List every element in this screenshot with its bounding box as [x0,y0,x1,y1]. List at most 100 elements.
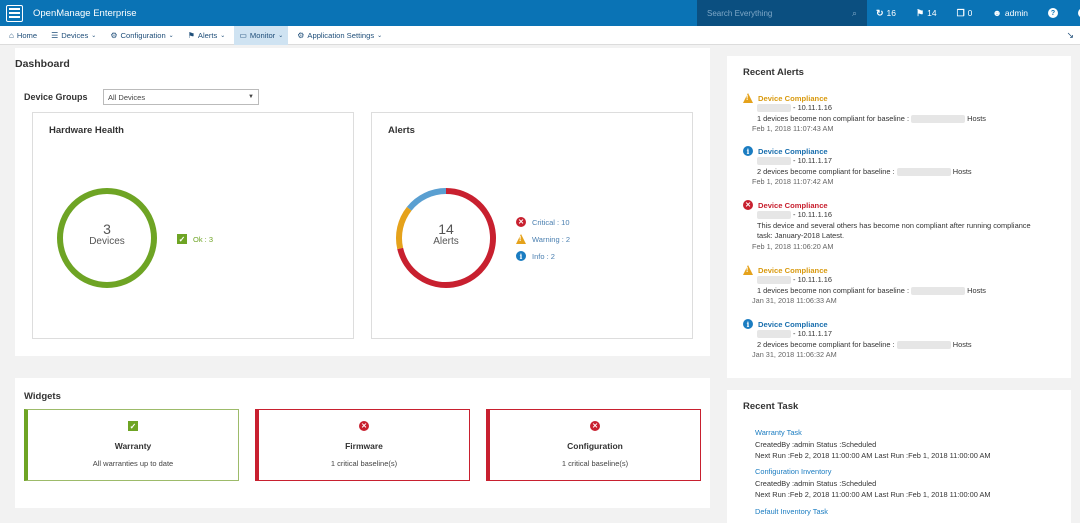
donut-segment-info[interactable] [406,188,447,211]
chevron-down-icon: ⌄ [377,32,383,39]
redacted-baseline [896,167,951,176]
donut-segment-warning[interactable] [396,206,412,250]
nav-monitor[interactable]: ▭ Monitor ⌄ [234,25,289,45]
alert-time: Feb 1, 2018 11:06:20 AM [752,241,834,251]
nav-devices-label: Devices [61,30,89,40]
alerts-title: Alerts [388,125,415,136]
nav-home[interactable]: ⌂ Home [4,26,42,45]
task-item[interactable]: Default Inventory Task [755,506,1055,518]
alert-category[interactable]: Device Compliance [758,93,828,103]
check-icon: ✓ [128,421,138,431]
pin-icon[interactable]: ↘ [1066,30,1074,40]
legend-info-label: Info : 2 [532,251,555,261]
donut-segment-ok[interactable] [57,188,157,288]
alert-message: 2 devices become compliant for baseline … [757,166,897,176]
info-icon: i [516,251,526,261]
gear-icon: ⚙ [297,30,305,40]
alert-item[interactable]: Device Compliance - 10.11.1.16 1 devices… [743,93,1063,135]
redacted-device-name [757,157,791,166]
alert-category[interactable]: Device Compliance [758,200,828,210]
legend-info[interactable]: i Info : 2 [516,251,555,261]
task-name[interactable]: Configuration Inventory [755,467,832,476]
task-name[interactable]: Default Inventory Task [755,507,828,516]
page-title: Dashboard [15,58,70,70]
alert-item[interactable]: i Device Compliance - 10.11.1.17 2 device… [743,146,1063,188]
nav-alerts[interactable]: ⚑ Alerts ⌄ [183,26,231,45]
alert-message-suffix: Hosts [965,113,987,123]
task-item[interactable]: Configuration Inventory CreatedBy :admin… [755,466,1055,501]
alerts-donut[interactable] [372,113,694,340]
alert-item[interactable]: i Device Compliance - 10.11.1.17 2 device… [743,319,1063,361]
widget-warranty-title: Warranty [114,441,152,451]
nav-configuration-label: Configuration [120,30,166,40]
redacted-device-name [757,330,791,339]
nav-devices[interactable]: ☰ Devices ⌄ [46,26,101,45]
user-menu[interactable]: ☻ admin [982,8,1038,18]
nav-configuration[interactable]: ⚙ Configuration ⌄ [105,26,178,45]
alerts-count-label: Alerts [433,236,459,247]
redacted-device-name [757,276,791,285]
alerts-center: 14 Alerts [406,221,486,247]
alert-category[interactable]: Device Compliance [758,265,828,275]
top-bar: OpenManage Enterprise ⌕ ↻ 16 ⚑ 14 ❐ 0 ☻ … [0,0,1080,26]
redacted-baseline [911,114,966,123]
critical-icon: ✕ [590,421,600,431]
alert-time: Jan 31, 2018 11:06:32 AM [752,350,837,359]
task-item[interactable]: Warranty Task CreatedBy :admin Status :S… [755,427,1055,462]
widget-configuration-title: Configuration [567,441,623,451]
reports-button[interactable]: ❐ 0 [947,8,983,19]
nav-application-settings[interactable]: ⚙ Application Settings ⌄ [292,26,387,45]
device-groups-select[interactable]: All Devices ▼ [103,89,259,105]
widget-warranty[interactable]: ✓ Warranty All warranties up to date [24,409,239,481]
critical-icon: ✕ [359,421,369,431]
chevron-down-icon: ⌄ [91,32,97,39]
redacted-baseline [896,340,951,349]
jobs-button[interactable]: ↻ 16 [867,8,906,19]
alert-item[interactable]: Device Compliance - 10.11.1.16 1 devices… [743,265,1063,307]
hardware-health-donut[interactable] [33,113,355,340]
alert-ip: - 10.11.1.16 [791,275,832,284]
widget-firmware[interactable]: ✕ Firmware 1 critical baseline(s) [255,409,470,481]
warning-icon [743,265,753,275]
device-groups-value: All Devices [108,92,146,102]
hardware-health-count: 3 [103,221,111,237]
chevron-down-icon: ⌄ [278,32,284,39]
critical-icon: ✕ [743,200,753,210]
document-icon: ❐ [956,7,965,18]
alert-time: Feb 1, 2018 11:07:42 AM [752,177,834,186]
alerts-count: 14 [927,8,937,18]
alert-time: Feb 1, 2018 11:07:43 AM [752,124,834,133]
check-icon: ✓ [177,234,187,244]
app-title: OpenManage Enterprise [33,7,137,19]
legend-critical[interactable]: ✕ Critical : 10 [516,217,570,227]
recent-task-title: Recent Task [743,401,799,412]
app-logo[interactable]: OpenManage Enterprise [0,4,137,22]
alerts-panel: Alerts 14 Alerts ✕ Critical : 10 Warning… [371,112,693,339]
task-name[interactable]: Warranty Task [755,428,802,437]
alert-category[interactable]: Device Compliance [758,146,828,156]
donut-segment-critical[interactable] [397,188,496,288]
critical-icon: ✕ [516,217,526,227]
info-button[interactable]: i [1068,8,1080,18]
legend-warning[interactable]: Warning : 2 [516,234,570,244]
alert-item[interactable]: ✕ Device Compliance - 10.11.1.16 This dev… [743,200,1063,252]
flag-icon: ⚑ [187,30,195,40]
widgets-title: Widgets [24,391,61,402]
legend-ok-label: Ok : 3 [193,234,214,244]
widget-configuration[interactable]: ✕ Configuration 1 critical baseline(s) [486,409,701,481]
widget-firmware-status: 1 critical baseline(s) [330,459,398,468]
alert-ip: - 10.11.1.16 [791,210,832,219]
alert-category[interactable]: Device Compliance [758,319,828,329]
home-icon: ⌂ [9,30,14,40]
help-button[interactable]: ? [1038,8,1068,18]
legend-ok[interactable]: ✓ Ok : 3 [177,234,213,244]
task-created: CreatedBy :admin Status :Scheduled [755,439,877,449]
user-icon: ☻ [992,8,1002,18]
search-icon[interactable]: ⌕ [851,7,857,18]
app-logo-icon [6,4,23,22]
nav-monitor-label: Monitor [249,30,276,40]
search-input[interactable] [707,8,852,18]
alerts-button[interactable]: ⚑ 14 [906,8,947,19]
help-icon: ? [1048,8,1059,18]
redacted-device-name [757,211,791,220]
